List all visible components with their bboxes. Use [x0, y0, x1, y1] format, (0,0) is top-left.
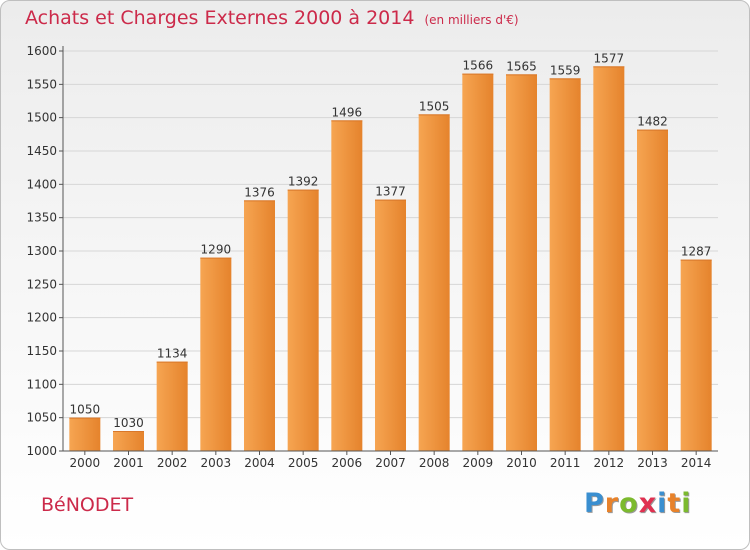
bar	[156, 361, 188, 451]
logo-letter: i	[681, 488, 692, 519]
bar	[680, 259, 712, 451]
data-label: 1559	[550, 63, 581, 77]
bar	[418, 114, 450, 451]
proxiti-logo[interactable]: Proxiti	[584, 488, 692, 519]
data-label: 1290	[201, 243, 232, 257]
bar	[113, 431, 144, 451]
chart-title-group: Achats et Charges Externes 2000 à 2014 (e…	[25, 7, 519, 29]
x-tick-label: 2004	[244, 456, 275, 470]
chart-subtitle: (en milliers d'€)	[424, 13, 519, 27]
y-tick-label: 1400	[26, 177, 57, 191]
bar	[549, 78, 581, 451]
bar	[506, 74, 537, 451]
y-tick-label: 1350	[26, 211, 57, 225]
bar	[331, 120, 363, 451]
y-tick-label: 1200	[26, 311, 57, 325]
data-labels: 1050 1030 1134 1290 1376 1392 1496 1377 1505 1566…	[70, 51, 712, 430]
y-tick-label: 1250	[26, 277, 57, 291]
axes: 1000 1050 1100 1150 1200 1250 1300 1350 1400 1450…	[26, 44, 718, 470]
bar	[244, 200, 275, 451]
y-tick-label: 1100	[26, 377, 57, 391]
x-tick-label: 2014	[681, 456, 712, 470]
data-label: 1050	[70, 403, 101, 417]
bar	[287, 189, 319, 451]
x-tick-label: 2002	[157, 456, 188, 470]
x-tick-label: 2013	[637, 456, 668, 470]
logo-letter: i	[657, 488, 668, 519]
data-label: 1377	[375, 185, 406, 199]
data-label: 1392	[288, 175, 319, 189]
logo-letter: r	[604, 488, 620, 519]
bar	[637, 129, 668, 451]
data-label: 1565	[506, 59, 537, 73]
logo-letter: x	[638, 488, 658, 519]
data-label: 1482	[637, 115, 668, 129]
x-tick-label: 2012	[594, 456, 625, 470]
bar	[462, 73, 494, 452]
y-tick-label: 1500	[26, 111, 57, 125]
logo-letter: o	[619, 488, 639, 519]
x-tick-label: 2000	[70, 456, 101, 470]
chart-title: Achats et Charges Externes 2000 à 2014	[25, 7, 415, 29]
y-tick-label: 1050	[26, 411, 57, 425]
x-tick-label: 2006	[332, 456, 363, 470]
bar	[200, 257, 232, 451]
y-tick-label: 1550	[26, 77, 57, 91]
data-label: 1505	[419, 99, 450, 113]
x-tick-label: 2005	[288, 456, 319, 470]
data-label: 1566	[463, 59, 494, 73]
y-tick-label: 1600	[26, 44, 57, 58]
y-tick-label: 1450	[26, 144, 57, 158]
data-label: 1376	[244, 185, 275, 199]
x-tick-label: 2001	[113, 456, 144, 470]
x-tick-label: 2010	[506, 456, 537, 470]
data-label: 1134	[157, 347, 188, 361]
x-tick-label: 2011	[550, 456, 581, 470]
y-tick-label: 1000	[26, 444, 57, 458]
data-label: 1496	[332, 105, 363, 119]
bar	[375, 199, 406, 451]
bars	[69, 66, 712, 452]
commune-name: BéNODET	[41, 494, 134, 516]
x-tick-label: 2003	[201, 456, 232, 470]
bar	[593, 66, 625, 451]
x-tick-label: 2008	[419, 456, 450, 470]
data-label: 1287	[681, 245, 712, 259]
bar	[69, 417, 101, 451]
data-label: 1577	[594, 51, 625, 65]
logo-letter: t	[667, 488, 682, 519]
y-tick-label: 1300	[26, 244, 57, 258]
x-tick-label: 2007	[375, 456, 406, 470]
logo-letter: P	[584, 488, 605, 519]
y-tick-label: 1150	[26, 344, 57, 358]
x-tick-label: 2009	[463, 456, 494, 470]
data-label: 1030	[113, 416, 144, 430]
